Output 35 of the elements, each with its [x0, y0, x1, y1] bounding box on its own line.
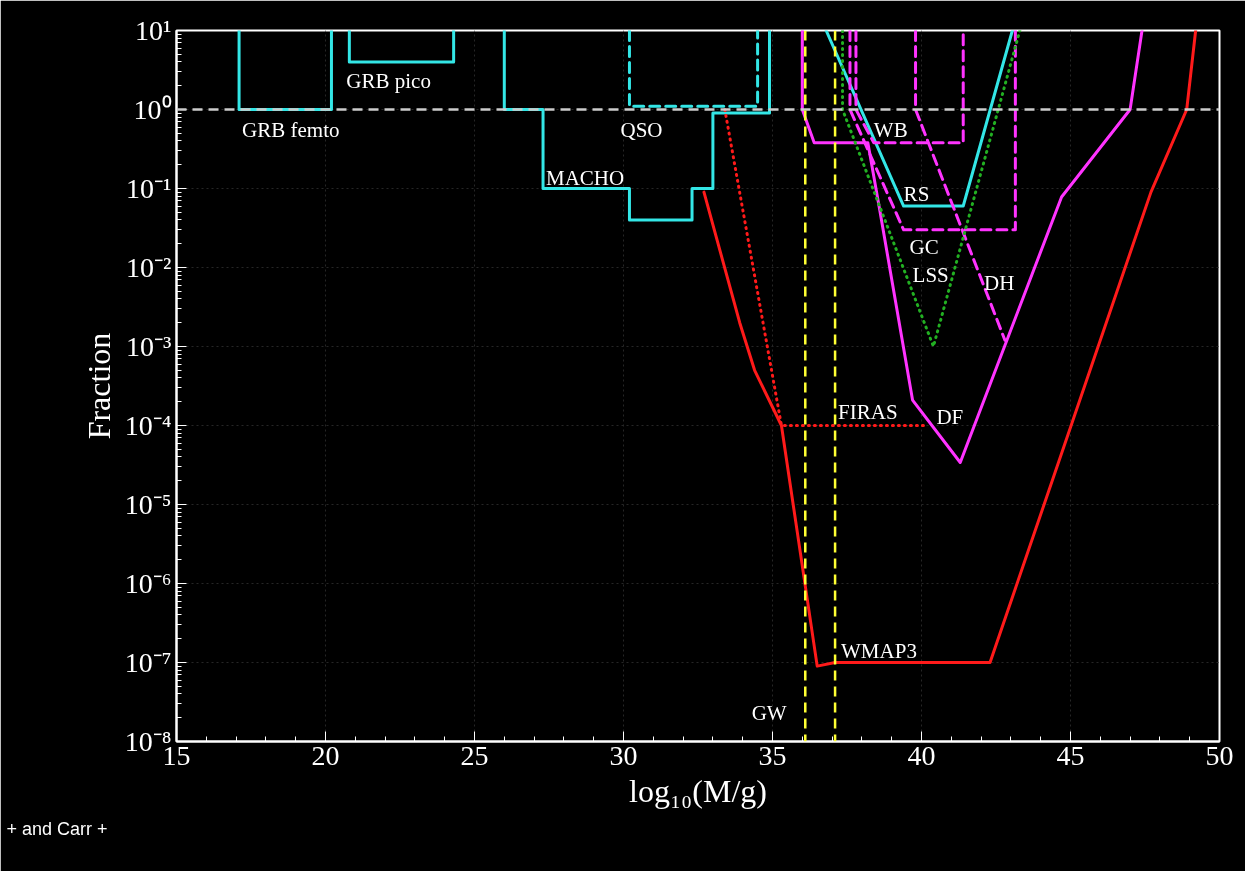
y-tick-label: 10⁰ — [133, 94, 172, 125]
series-label: DH — [984, 270, 1015, 295]
series-label: LSS — [912, 262, 949, 287]
y-tick-label: 10¹ — [135, 15, 172, 46]
line-series — [502, 30, 772, 222]
line-series — [702, 30, 1198, 668]
x-axis-title: log₁₀(M/g) — [629, 772, 767, 809]
x-tick-label: 50 — [1205, 739, 1234, 771]
x-tick-label: 25 — [460, 739, 489, 771]
series-label: DF — [936, 405, 964, 430]
y-tick-label: 10⁻⁶ — [124, 568, 172, 599]
series-label: GRB pico — [346, 68, 431, 93]
series-label: WMAP3 — [841, 638, 917, 663]
x-tick-label: 35 — [758, 739, 787, 771]
y-tick-label: 10⁻² — [126, 252, 172, 283]
y-tick-label: 10⁻⁵ — [124, 489, 172, 520]
y-tick-label: 10⁻⁴ — [124, 410, 172, 441]
x-tick-label: 30 — [609, 739, 638, 771]
line-series — [800, 30, 1144, 465]
y-tick-label: 10⁻¹ — [126, 173, 172, 204]
x-tick-label: 40 — [907, 739, 936, 771]
series-label: GC — [909, 234, 939, 259]
y-tick-label: 10⁻³ — [126, 331, 172, 362]
series-label: WB — [873, 118, 908, 143]
series-label: FIRAS — [838, 400, 898, 425]
x-tick-label: 45 — [1056, 739, 1085, 771]
y-tick-label: 10⁻⁷ — [124, 647, 172, 678]
series-label: RS — [903, 182, 930, 207]
text: + and Carr + — [6, 818, 108, 839]
x-tick-label: 20 — [311, 739, 340, 771]
y-axis-title: Fraction — [80, 332, 117, 440]
ref-line-label: GW — [751, 700, 787, 725]
series-label: GRB femto — [242, 118, 340, 143]
series-label: QSO — [620, 118, 663, 143]
series-label: MACHO — [546, 166, 625, 191]
